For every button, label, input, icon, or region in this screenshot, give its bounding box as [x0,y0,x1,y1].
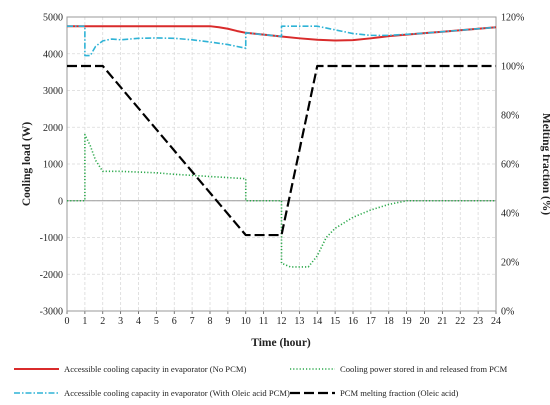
y-tick-label: 2000 [43,123,63,134]
y-axis-title: Cooling load (W) [21,122,33,207]
x-tick-label: 7 [190,316,195,327]
x-tick-label: 10 [241,316,251,327]
y2-tick-label: 100% [501,62,524,73]
x-tick-label: 17 [366,316,376,327]
grid [67,17,496,311]
x-tick-label: 9 [225,316,230,327]
series-line-3 [67,25,497,57]
legend-label-4: PCM melting fraction (Oleic acid) [340,388,459,398]
y-tick-labels: -3000 -2000 -1000 0 1000 2000 3000 4000 5000 [40,13,63,318]
x-tick-label: 5 [154,316,159,327]
x-tick-label: 11 [259,316,269,327]
y2-tick-label: 0% [501,307,514,318]
x-tick-labels: 0 1 2 3 4 5 6 7 8 9 10 11 12 13 14 15 16 17 18 19 20 21 22 23 24 [65,316,502,327]
x-tick-label: 20 [420,316,430,327]
x-tick-label: 4 [136,316,141,327]
y-tick-label: 1000 [43,160,63,171]
legend-label-1: Accessible cooling capacity in evaporato… [64,364,246,374]
y2-tick-labels: 0% 20% 40% 60% 80% 100% 120% [501,13,524,318]
y-tick-label: 0 [58,196,63,207]
x-tick-label: 22 [455,316,465,327]
plot-border [66,16,497,312]
y2-axis-title: Melting fraction (%) [540,113,550,215]
series-line-2 [67,133,496,268]
x-tick-label: 18 [384,316,394,327]
legend-label-2: Cooling power stored in and released fro… [340,364,508,374]
x-axis-title: Time (hour) [251,337,311,349]
series-line-4 [67,64,496,237]
x-tick-label: 6 [172,316,177,327]
x-tick-label: 23 [473,316,483,327]
plot-frame [66,16,497,314]
y2-tick-label: 120% [501,13,524,24]
x-tick-label: 13 [294,316,304,327]
x-tick-label: 8 [208,316,213,327]
x-tick-label: 2 [100,316,105,327]
x-tick-label: 0 [65,316,70,327]
x-tick-label: 24 [491,316,501,327]
y2-tick-label: 20% [501,258,519,269]
y2-tick-label: 80% [501,111,519,122]
y-tick-label: 4000 [43,49,63,60]
y-tick-label: -1000 [40,233,63,244]
x-tick-label: 19 [402,316,412,327]
x-tick-label: 16 [348,316,358,327]
y-tick-label: 5000 [43,13,63,24]
series-layer [67,25,497,268]
legend-label-3: Accessible cooling capacity in evaporato… [64,388,290,398]
y-tick-label: 3000 [43,86,63,97]
x-tick-label: 14 [312,316,322,327]
x-tick-label: 1 [82,316,87,327]
y-tick-label: -2000 [40,270,63,281]
legend: Accessible cooling capacity in evaporato… [14,364,508,398]
y2-tick-label: 40% [501,209,519,220]
x-tick-label: 3 [118,316,123,327]
x-tick-label: 21 [437,316,447,327]
x-tick-label: 15 [330,316,340,327]
y-tick-label: -3000 [40,307,63,318]
y2-tick-label: 60% [501,160,519,171]
x-tick-label: 12 [277,316,287,327]
